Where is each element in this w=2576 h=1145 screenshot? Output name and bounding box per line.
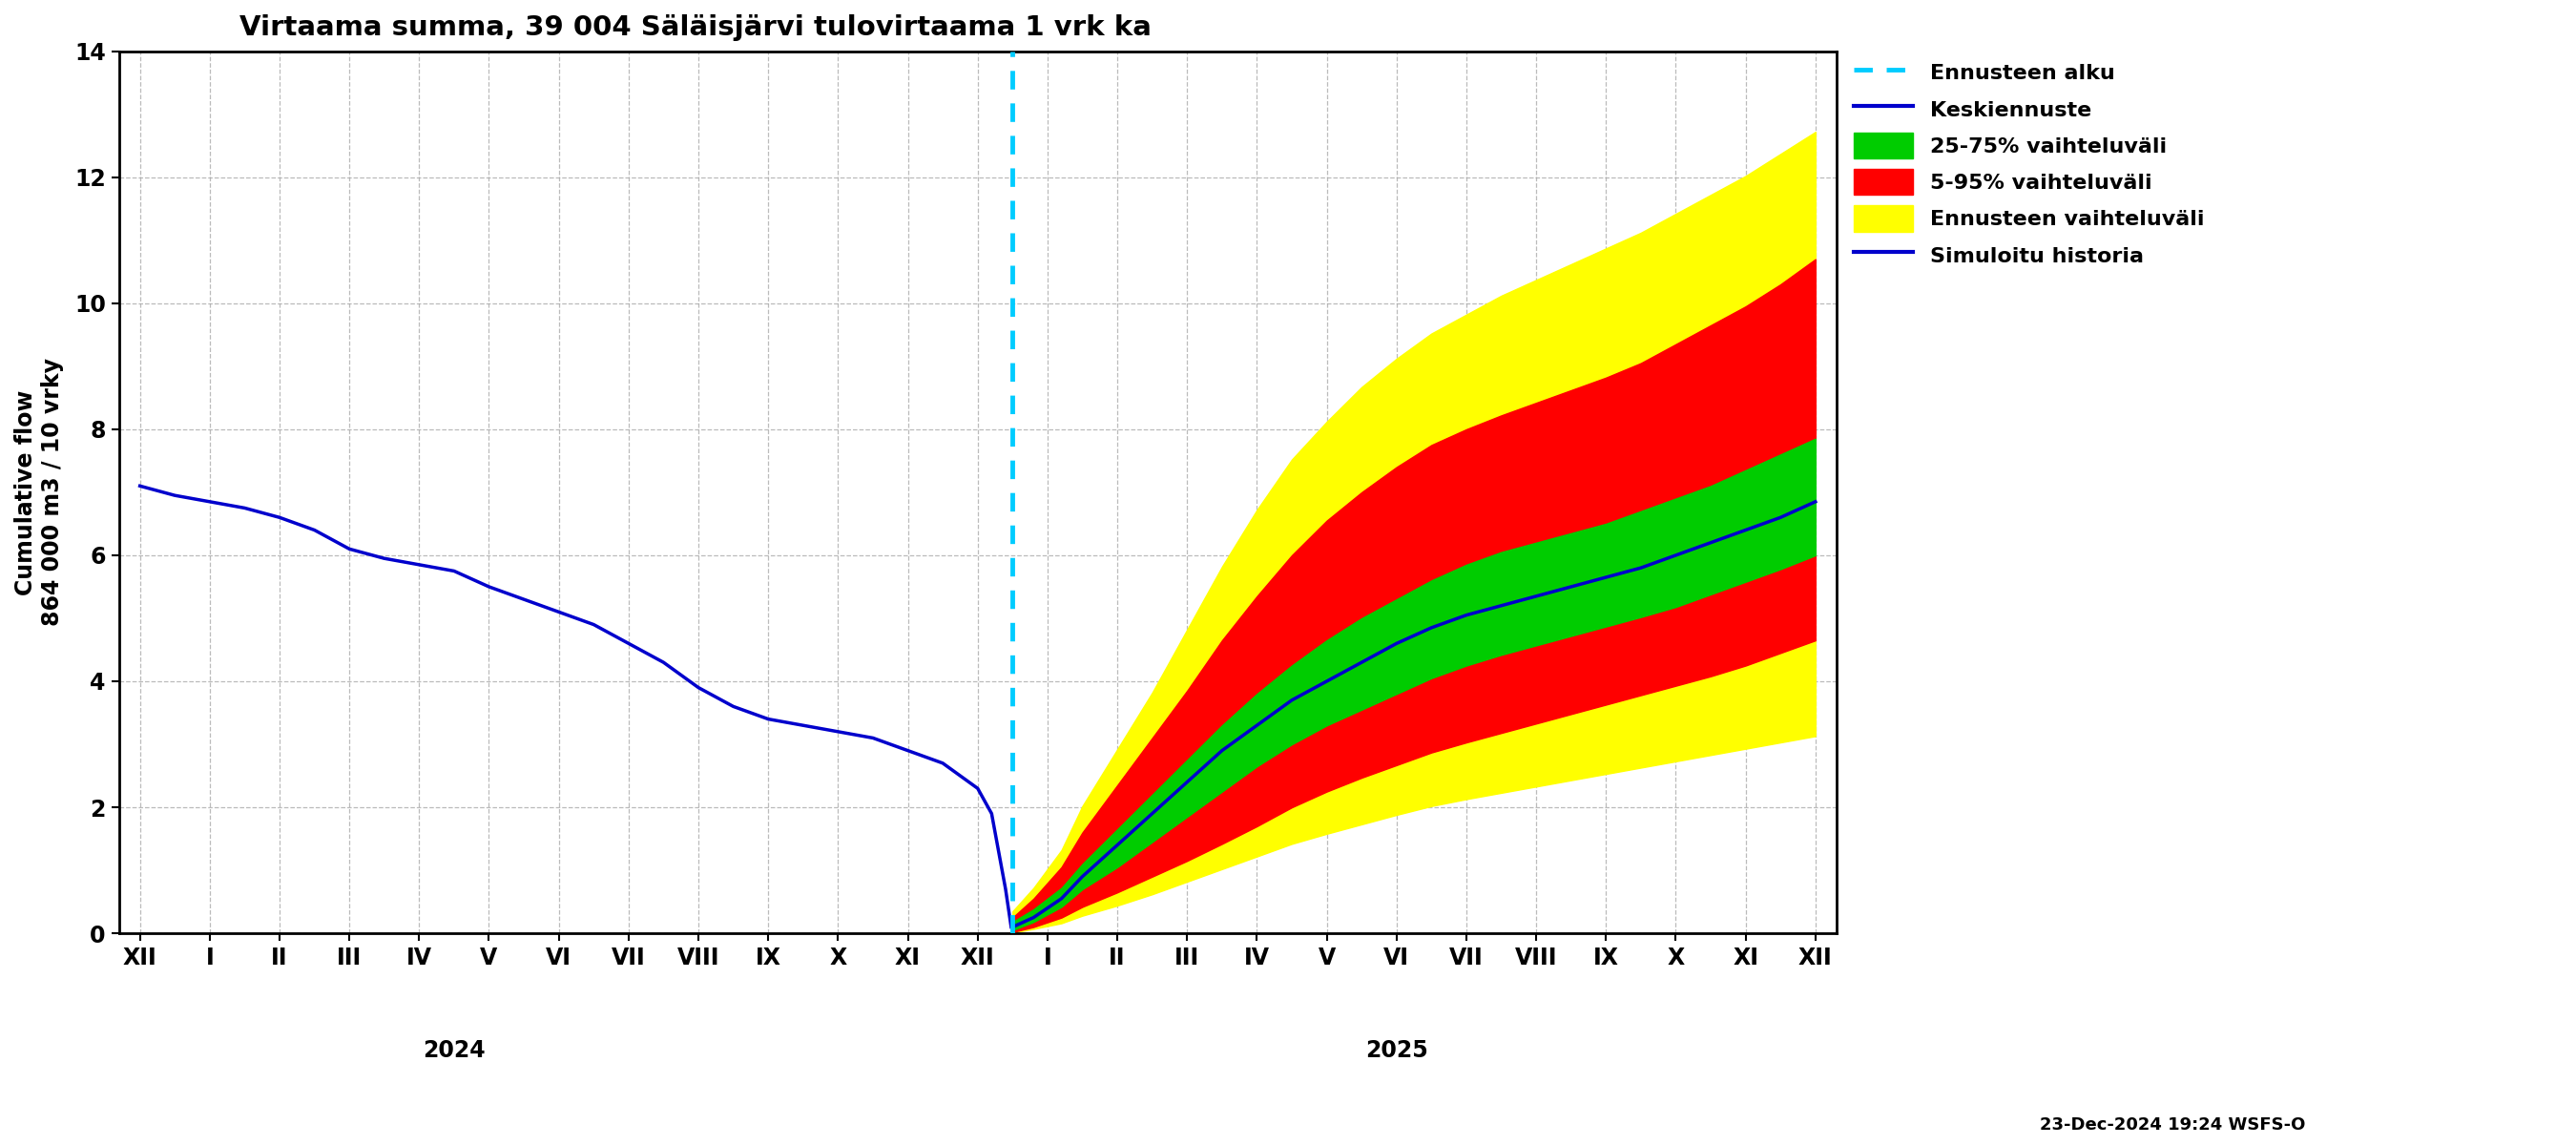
Text: 2025: 2025 — [1365, 1040, 1427, 1063]
Y-axis label: Cumulative flow
864 000 m3 / 10 vrky: Cumulative flow 864 000 m3 / 10 vrky — [15, 358, 64, 626]
Text: Virtaama summa, 39 004 Säläisjärvi tulovirtaama 1 vrk ka: Virtaama summa, 39 004 Säläisjärvi tulov… — [240, 14, 1151, 41]
Text: 2024: 2024 — [422, 1040, 484, 1063]
Legend: Ennusteen alku, Keskiennuste, 25-75% vaihteluväli, 5-95% vaihteluväli, Ennusteen: Ennusteen alku, Keskiennuste, 25-75% vai… — [1844, 52, 2213, 276]
Text: 23-Dec-2024 19:24 WSFS-O: 23-Dec-2024 19:24 WSFS-O — [2040, 1116, 2306, 1134]
